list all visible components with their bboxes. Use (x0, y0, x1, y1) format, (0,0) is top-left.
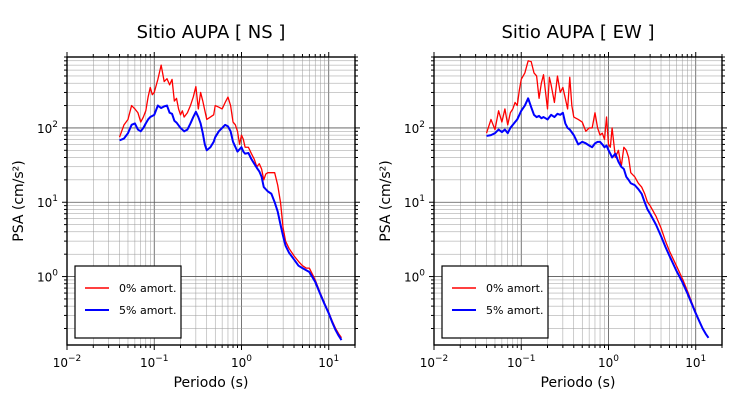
panel-2-y-tick-label: 102 (404, 120, 425, 136)
panel-1-frame (66, 56, 356, 346)
panel-2-series-line-amort-0 (485, 60, 710, 339)
panel-1-y-tick-label: 100 (37, 269, 58, 285)
panel-1-grid (66, 56, 356, 345)
panel-2-legend-label: 0% amort. (486, 282, 543, 295)
panel-2-legend-box (441, 265, 549, 339)
panel-2-series-line-amort-5 (486, 97, 710, 339)
panel-1-x-axis-label: Periodo (s) (174, 375, 249, 391)
panel-2-y-axis-label: PSA (cm/s²) (378, 160, 394, 242)
panel-1-legend-label: 5% amort. (119, 304, 176, 317)
panel-1-series-line-amort-5 (119, 104, 343, 341)
panel-1-title: Sitio AUPA [ NS ] (137, 22, 286, 43)
panel-1-x-tick-label: 100 (231, 354, 252, 370)
panel-2-legend-label: 5% amort. (486, 304, 543, 317)
panel-1-series-line-amort-0 (118, 64, 343, 339)
panel-2-x-tick-label: 101 (685, 354, 706, 370)
panel-1-x-tick-label: 101 (318, 354, 339, 370)
panel-2-title: Sitio AUPA [ EW ] (501, 22, 654, 43)
panel-2-y-tick-label: 101 (404, 194, 425, 210)
panel-2-x-tick-label: 100 (598, 354, 619, 370)
panel-2-legend: 0% amort. 5% amort. (441, 265, 549, 339)
panel-1-y-tick-label: 101 (37, 194, 58, 210)
panel-1: Sitio AUPA [ NS ] 10−2 10−1 100 101 100 101 102… (11, 22, 360, 391)
panel-2-x-tick-label: 10−2 (420, 354, 449, 370)
panel-2-frame (433, 56, 723, 346)
panel-2-x-axis-label: Periodo (s) (541, 375, 616, 391)
panel-1-x-tick-label: 10−2 (53, 354, 82, 370)
panel-1-y-tick-label: 102 (37, 120, 58, 136)
panel-2: Sitio AUPA [ EW ] 10−2 10−1 100 101 100 101 102… (378, 22, 727, 391)
panel-1-legend: 0% amort. 5% amort. (74, 265, 182, 339)
panel-2-y-tick-label: 100 (404, 269, 425, 285)
panel-1-legend-label: 0% amort. (119, 282, 176, 295)
panel-1-legend-box (74, 265, 182, 339)
panel-2-x-tick-label: 10−1 (507, 354, 536, 370)
panel-1-x-tick-label: 10−1 (140, 354, 169, 370)
panel-1-y-axis-label: PSA (cm/s²) (11, 160, 27, 242)
